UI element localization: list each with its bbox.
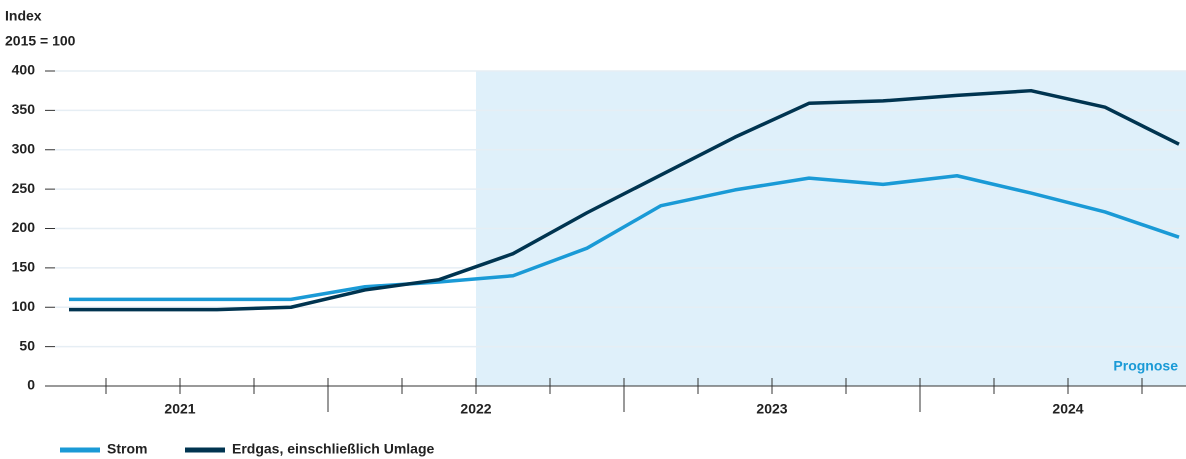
- x-tick-label: 2023: [756, 401, 787, 417]
- y-tick-label: 400: [12, 62, 36, 78]
- x-tick-label: 2022: [460, 401, 491, 417]
- y-tick-label: 350: [12, 101, 36, 117]
- y-tick-label: 200: [12, 219, 36, 235]
- y-tick-label: 50: [19, 337, 35, 353]
- y-tick-label: 300: [12, 140, 36, 156]
- line-series: [69, 173, 1180, 302]
- x-tick-label: 2021: [164, 401, 195, 417]
- y-axis-label: 2015 = 100: [5, 33, 76, 49]
- y-tick-label: 100: [12, 298, 36, 314]
- x-tick-label: 2024: [1052, 401, 1083, 417]
- y-tick-label: 150: [12, 259, 36, 275]
- y-tick-label: 250: [12, 180, 36, 196]
- legend-label: Erdgas, einschließlich Umlage: [232, 441, 435, 457]
- forecast-label: Prognose: [1113, 358, 1178, 374]
- line-series: [69, 88, 1180, 312]
- legend-label: Strom: [107, 441, 147, 457]
- y-axis-label: Index: [5, 8, 42, 24]
- y-tick-label: 0: [27, 377, 35, 393]
